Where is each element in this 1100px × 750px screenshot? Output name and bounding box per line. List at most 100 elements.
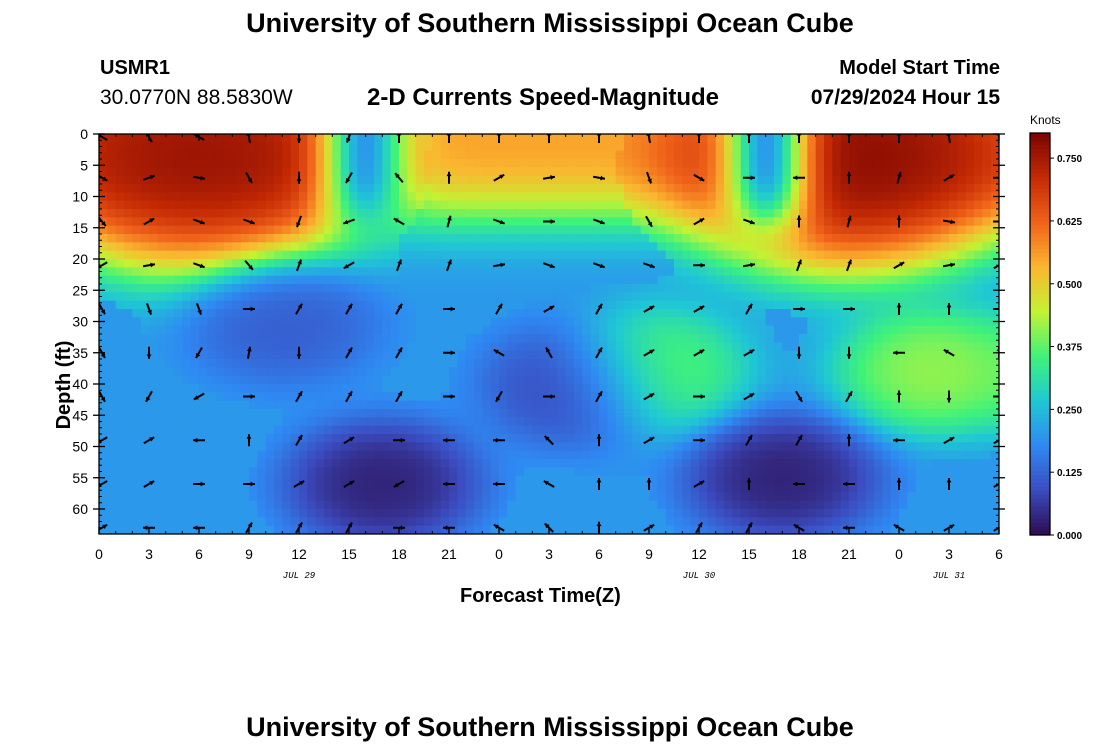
field-cell	[507, 409, 517, 418]
field-cell	[590, 409, 600, 418]
field-cell	[482, 250, 492, 260]
field-cell	[682, 225, 692, 235]
field-cell	[407, 459, 417, 468]
field-cell	[290, 300, 300, 310]
field-cell	[715, 375, 725, 385]
field-cell	[932, 334, 942, 343]
field-cell	[207, 284, 217, 293]
field-cell	[624, 367, 633, 377]
field-cell	[524, 409, 533, 418]
field-cell	[707, 459, 717, 468]
field-cell	[157, 475, 167, 485]
field-cell	[874, 300, 883, 310]
field-cell	[774, 192, 783, 202]
field-cell	[324, 484, 333, 493]
field-cell	[690, 475, 700, 485]
field-cell	[849, 150, 858, 160]
field-cell	[924, 400, 933, 410]
field-cell	[449, 450, 458, 460]
field-cell	[224, 250, 233, 260]
field-cell	[207, 292, 217, 302]
field-cell	[424, 384, 433, 393]
field-cell	[332, 209, 342, 218]
field-cell	[649, 500, 658, 510]
field-cell	[532, 300, 542, 310]
field-cell	[215, 434, 225, 443]
field-cell	[915, 409, 925, 418]
field-cell	[765, 367, 775, 377]
field-cell	[315, 234, 325, 243]
field-cell	[365, 300, 375, 310]
field-cell	[799, 425, 808, 435]
field-cell	[690, 359, 700, 368]
field-cell	[99, 392, 108, 402]
field-cell	[124, 392, 133, 402]
field-cell	[874, 392, 883, 402]
field-cell	[574, 509, 583, 518]
field-cell	[799, 300, 808, 310]
field-cell	[124, 284, 133, 293]
field-cell	[749, 242, 758, 252]
field-cell	[190, 375, 200, 385]
field-cell	[299, 209, 308, 218]
field-cell	[232, 417, 242, 427]
field-cell	[632, 317, 642, 327]
field-cell	[274, 334, 283, 343]
field-cell	[957, 367, 967, 377]
field-cell	[307, 517, 317, 527]
field-cell	[415, 267, 425, 277]
field-cell	[607, 267, 617, 277]
field-cell	[549, 142, 558, 152]
field-cell	[324, 209, 333, 218]
field-cell	[107, 275, 117, 285]
field-cell	[449, 467, 458, 477]
field-cell	[399, 392, 408, 402]
field-cell	[940, 375, 950, 385]
field-cell	[740, 392, 750, 402]
field-cell	[624, 475, 633, 485]
field-cell	[832, 434, 842, 443]
field-cell	[949, 250, 958, 260]
field-cell	[607, 425, 617, 435]
field-cell	[515, 492, 525, 502]
field-cell	[407, 225, 417, 235]
field-cell	[324, 492, 333, 502]
field-cell	[807, 392, 817, 402]
field-cell	[457, 200, 467, 210]
field-cell	[357, 225, 367, 235]
field-cell	[740, 417, 750, 427]
field-cell	[799, 175, 808, 185]
field-cell	[799, 450, 808, 460]
field-cell	[757, 192, 767, 202]
field-cell	[915, 517, 925, 527]
field-cell	[874, 167, 883, 177]
field-cell	[282, 475, 292, 485]
field-cell	[257, 375, 267, 385]
field-cell	[624, 309, 633, 318]
field-cell	[499, 325, 508, 335]
field-cell	[390, 225, 400, 235]
field-cell	[915, 142, 925, 152]
field-cell	[257, 134, 267, 143]
field-cell	[957, 209, 967, 218]
field-cell	[507, 475, 517, 485]
field-cell	[265, 325, 275, 335]
field-cell	[565, 375, 575, 385]
field-cell	[799, 384, 808, 393]
field-cell	[332, 334, 342, 343]
field-cell	[149, 134, 158, 143]
field-cell	[99, 450, 108, 460]
field-cell	[507, 309, 517, 318]
field-cell	[524, 375, 533, 385]
field-cell	[374, 517, 383, 527]
field-cell	[282, 159, 292, 168]
field-cell	[624, 350, 633, 360]
field-cell	[890, 500, 900, 510]
field-cell	[249, 300, 258, 310]
field-cell	[415, 325, 425, 335]
field-cell	[582, 525, 592, 534]
field-cell	[165, 425, 175, 435]
field-cell	[615, 200, 625, 210]
field-cell	[265, 184, 275, 193]
field-cell	[474, 167, 483, 177]
